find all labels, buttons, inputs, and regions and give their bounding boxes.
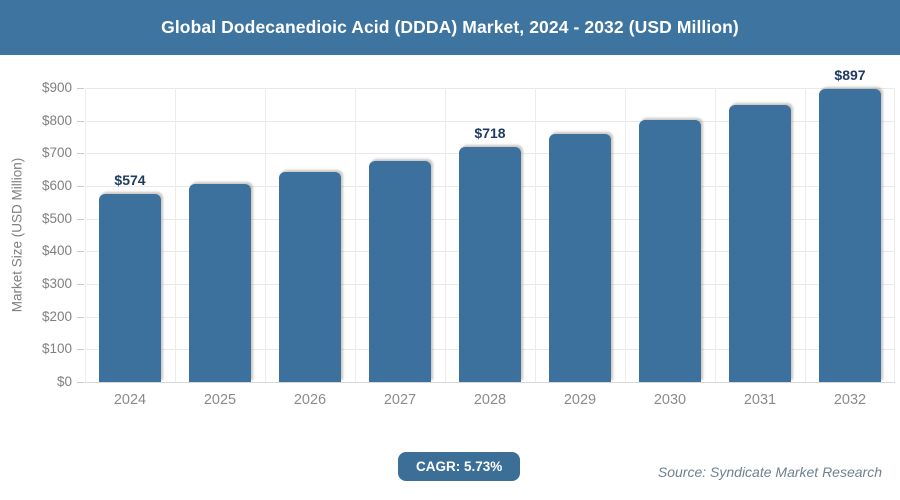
cagr-badge: CAGR: 5.73%: [398, 452, 521, 481]
bar-2025: [189, 183, 251, 382]
bar-value-label-2024: $574: [114, 172, 146, 189]
chart-title: Global Dodecanedioic Acid (DDDA) Market,…: [161, 17, 739, 37]
y-tick-mark: [77, 349, 84, 351]
v-gridline: [265, 88, 266, 382]
y-tick-label: $600: [41, 178, 72, 193]
y-tick-mark: [77, 382, 84, 383]
y-tick-mark: [77, 251, 84, 253]
x-tick-label-2028: 2028: [473, 392, 507, 408]
x-tick-label-2030: 2030: [653, 392, 687, 408]
bar-2029: [549, 134, 611, 382]
bar-2031: [729, 104, 791, 382]
h-gridline: [85, 88, 895, 89]
bar-chart-plot-area: [85, 88, 895, 383]
v-gridline: [85, 88, 86, 382]
y-tick-mark: [77, 120, 84, 122]
y-tick-label: $800: [41, 112, 72, 128]
bar-2030: [639, 119, 701, 382]
y-tick-label: $400: [41, 243, 72, 259]
x-tick-label-2024: 2024: [113, 392, 147, 408]
y-tick-label: $700: [41, 145, 72, 161]
bar-2024: [99, 194, 161, 382]
bar-2028: [459, 147, 521, 382]
y-tick-mark: [77, 186, 84, 187]
y-tick-mark: [77, 316, 84, 318]
y-tick-mark: [77, 218, 84, 220]
y-tick-mark: [77, 153, 84, 155]
chart-title-banner: Global Dodecanedioic Acid (DDDA) Market,…: [0, 0, 900, 55]
v-gridline: [805, 88, 806, 382]
bar-value-label-2032: $897: [834, 66, 866, 83]
h-gridline: [85, 382, 895, 383]
v-gridline: [355, 88, 356, 382]
y-tick-label: $100: [41, 341, 72, 357]
x-tick-label-2027: 2027: [383, 392, 417, 408]
v-gridline: [894, 88, 895, 382]
y-tick-mark: [77, 284, 84, 285]
x-tick-label-2025: 2025: [203, 392, 237, 408]
h-gridline: [85, 120, 895, 122]
y-tick-label: $300: [41, 276, 72, 291]
x-tick-label-2032: 2032: [833, 392, 867, 408]
bar-2032: [819, 88, 881, 382]
y-tick-mark: [77, 88, 84, 89]
bar-2026: [279, 172, 341, 382]
y-tick-label: $900: [41, 80, 72, 95]
bar-value-label-2028: $718: [474, 125, 506, 142]
v-gridline: [445, 88, 446, 382]
y-tick-label: $500: [41, 210, 72, 226]
y-tick-label: $200: [41, 308, 72, 324]
y-tick-label: $0: [56, 374, 72, 389]
source-attribution: Source: Syndicate Market Research: [657, 464, 882, 480]
v-gridline: [535, 88, 536, 382]
bar-2027: [369, 160, 431, 382]
x-tick-label-2031: 2031: [743, 392, 777, 408]
v-gridline: [175, 88, 176, 382]
v-gridline: [625, 88, 626, 382]
x-tick-label-2026: 2026: [293, 392, 327, 408]
x-tick-label-2029: 2029: [563, 392, 597, 408]
v-gridline: [715, 88, 716, 382]
